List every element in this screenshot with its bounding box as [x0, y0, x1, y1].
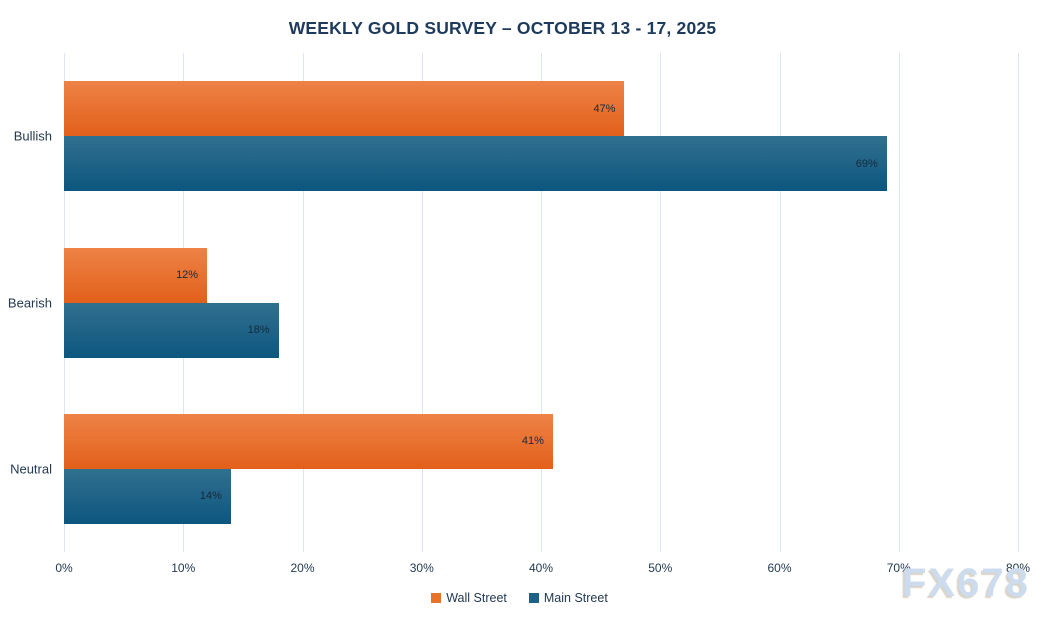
legend: Wall Street Main Street — [0, 591, 1039, 605]
x-axis-tick-label: 20% — [290, 561, 315, 575]
x-axis-tick-label: 70% — [886, 561, 911, 575]
legend-item-wall-street[interactable]: Wall Street — [431, 591, 507, 605]
bar-value-label: 12% — [176, 269, 199, 281]
legend-swatch-icon — [431, 593, 442, 603]
x-axis-tick-label: 50% — [648, 561, 673, 575]
bar-wall-street-bearish[interactable]: 12% — [64, 247, 208, 303]
legend-swatch-icon — [528, 593, 539, 603]
x-axis-tick-label: 10% — [171, 561, 196, 575]
bar-value-label: 18% — [247, 324, 270, 336]
x-axis-tick-label: 60% — [767, 561, 792, 575]
bar-value-label: 69% — [855, 157, 878, 170]
chart-title: WEEKLY GOLD SURVEY – OCTOBER 13 - 17, 20… — [288, 18, 717, 38]
bar-value-label: 47% — [593, 102, 616, 115]
legend-item-main-street[interactable]: Main Street — [528, 591, 608, 605]
gridline — [302, 53, 304, 552]
x-axis-tick-label: 0% — [55, 561, 73, 575]
bar-wall-street-bullish[interactable]: 47% — [64, 81, 625, 137]
legend-label: Wall Street — [446, 591, 507, 605]
watermark: FX678 — [902, 561, 1030, 605]
bar-main-street-bearish[interactable]: 18% — [64, 302, 279, 358]
category-label: Bullish — [13, 128, 52, 144]
gridline — [779, 53, 781, 552]
bar-main-street-bullish[interactable]: 69% — [64, 136, 887, 192]
gridline — [1018, 53, 1019, 552]
bar-wall-street-neutral[interactable]: 41% — [64, 413, 553, 469]
gridline — [541, 53, 542, 552]
bar-value-label: 14% — [199, 490, 222, 503]
x-axis-tick-label: 40% — [528, 561, 554, 575]
gridline — [421, 53, 423, 552]
category-label: Bearish — [7, 295, 52, 310]
legend-label: Main Street — [543, 591, 608, 605]
x-axis-tick-label: 80% — [1005, 561, 1031, 575]
category-label: Neutral — [10, 461, 52, 477]
bar-value-label: 41% — [521, 435, 544, 448]
x-axis-tick-label: 30% — [409, 561, 434, 575]
gridline — [898, 53, 900, 552]
bar-main-street-neutral[interactable]: 14% — [64, 468, 231, 524]
gridline — [660, 53, 662, 552]
